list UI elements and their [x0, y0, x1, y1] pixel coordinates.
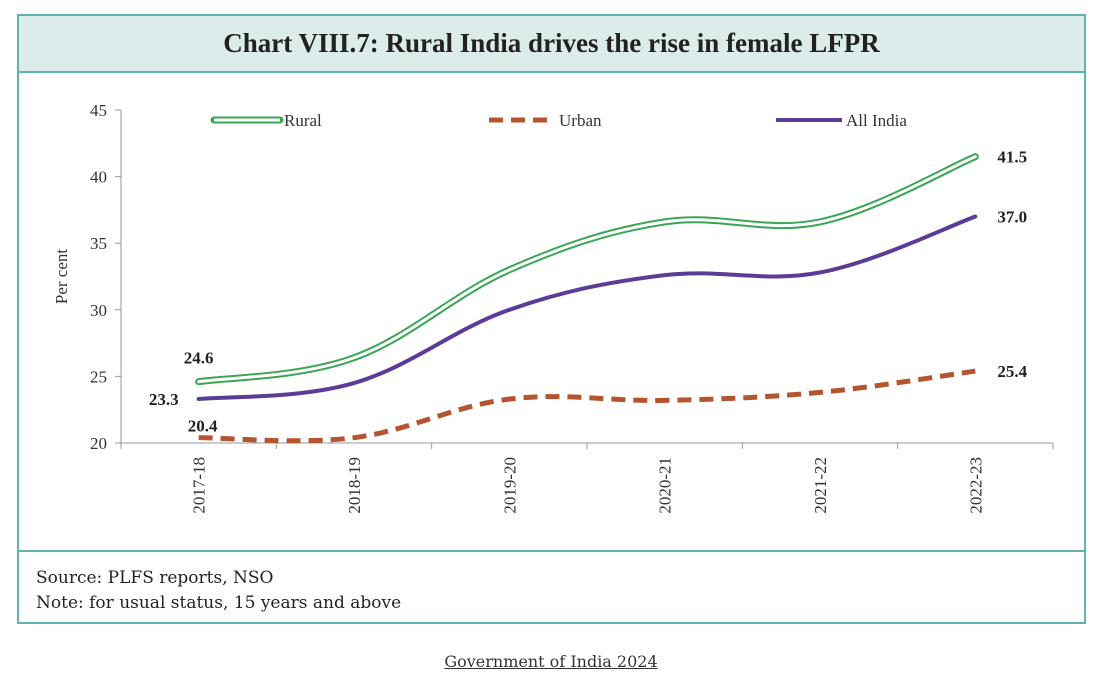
credit-line: Government of India 2024	[0, 652, 1102, 671]
source-note: Source: PLFS reports, NSO	[36, 568, 274, 588]
x-tick-label: 2021-22	[811, 457, 830, 514]
x-tick-label: 2019-20	[500, 457, 519, 514]
y-tick-label: 20	[90, 434, 107, 453]
legend-label-all-india: All India	[846, 111, 907, 130]
data-label-rural-0: 24.6	[184, 349, 214, 368]
series-line-urban	[198, 368, 976, 444]
chart-title: Chart VIII.7: Rural India drives the ris…	[19, 16, 1084, 73]
data-label-all-india-0: 23.3	[149, 390, 179, 409]
data-label-all-india-5: 37.0	[997, 208, 1027, 227]
y-tick-label: 45	[90, 101, 107, 120]
y-axis-label: Per cent	[52, 249, 71, 305]
line-chart: 20 25 30 35 40 45 Per cent 2017-18 2018-19 2019-2…	[52, 101, 1054, 514]
y-tick-label: 40	[90, 168, 107, 187]
series-line-rural-inner	[197, 155, 977, 384]
data-label-rural-5: 41.5	[997, 148, 1027, 167]
series-line-all-india	[196, 214, 978, 402]
y-tick-label: 25	[90, 367, 107, 386]
credit-link[interactable]: Government of India 2024	[444, 652, 658, 671]
x-tick-label: 2022-23	[966, 457, 985, 514]
y-tick-label: 35	[90, 234, 107, 253]
y-tick-label: 30	[90, 301, 107, 320]
data-label-urban-5: 25.4	[997, 362, 1027, 381]
x-tick-label: 2020-21	[656, 457, 675, 514]
chart-frame: Chart VIII.7: Rural India drives the ris…	[17, 14, 1086, 624]
legend-label-rural: Rural	[284, 111, 322, 130]
chart-notes: Source: PLFS reports, NSO Note: for usua…	[19, 550, 1084, 622]
chart-area: 20 25 30 35 40 45 Per cent 2017-18 2018-19 2019-2…	[19, 73, 1084, 550]
series-line-rural-outer	[195, 153, 979, 386]
x-tick-label: 2018-19	[345, 457, 364, 514]
usual-status-note: Note: for usual status, 15 years and abo…	[36, 593, 402, 613]
legend-label-urban: Urban	[559, 111, 602, 130]
x-tick-label: 2017-18	[190, 457, 209, 514]
data-label-urban-0: 20.4	[188, 417, 218, 436]
